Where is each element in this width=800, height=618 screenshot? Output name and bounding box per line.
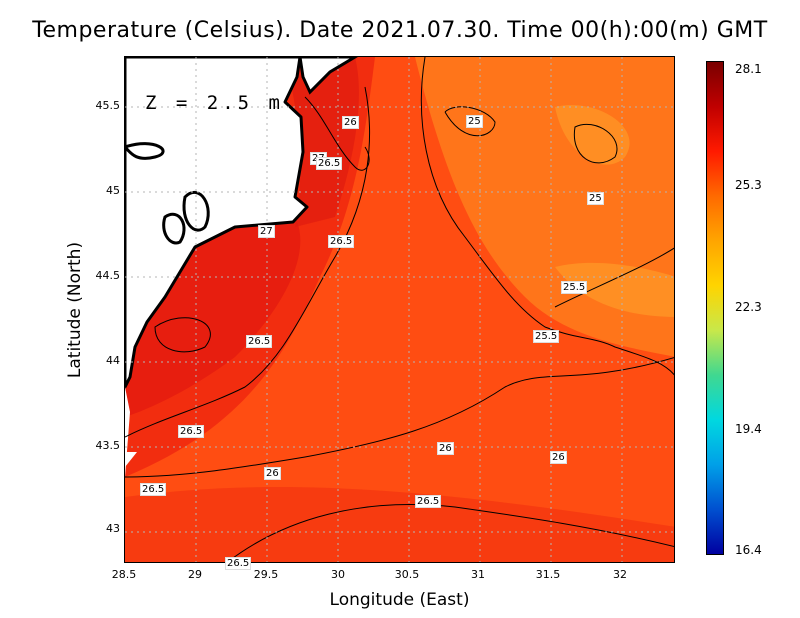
depth-label: Z = 2.5 m [145, 92, 284, 114]
contour-label: 25.5 [533, 330, 560, 343]
colorbar-tick-label: 22.3 [735, 300, 762, 314]
y-tick-label: 43 [106, 522, 120, 535]
contour-26-south [125, 357, 674, 478]
colorbar-tick-label: 28.1 [735, 62, 762, 76]
y-tick-label: 45.5 [95, 99, 121, 112]
y-tick-label: 44 [106, 354, 120, 367]
land-coast [125, 57, 309, 389]
contour-26-5-ring [154, 317, 211, 353]
colorbar-tick-label: 25.3 [735, 178, 762, 192]
land-northeast [298, 57, 358, 95]
x-tick-label: 28.5 [111, 568, 137, 581]
x-tick-label: 30 [331, 568, 345, 581]
x-axis-label: Longitude (East) [329, 590, 470, 610]
warm-northern-strip [285, 57, 359, 227]
y-tick-label: 44.5 [95, 269, 121, 282]
contour-25-5-west [420, 57, 674, 376]
temperature-map [124, 56, 675, 563]
contour-26-5-south [226, 504, 674, 562]
contour-label: 25.5 [561, 281, 588, 294]
x-tick-label: 29 [188, 568, 202, 581]
grid-lines [125, 57, 674, 562]
lake-outline-1 [125, 142, 165, 160]
y-tick-label: 43.5 [95, 439, 121, 452]
contour-label: 26 [437, 442, 454, 455]
contour-lines [125, 57, 674, 562]
contour-label: 26.5 [316, 157, 343, 170]
contour-label: 26 [342, 116, 359, 129]
x-tick-label: 31 [471, 568, 485, 581]
y-tick-label: 45 [106, 184, 120, 197]
lake-outline-3 [162, 213, 186, 245]
contour-label: 27 [258, 225, 275, 238]
contour-label: 26.5 [140, 483, 167, 496]
contour-label: 26 [550, 451, 567, 464]
cool-eddy-2 [555, 262, 674, 317]
colorbar-tick-label: 16.4 [735, 543, 762, 557]
land-tip [125, 452, 137, 467]
contour-label: 26.5 [246, 335, 273, 348]
warm-southern-band [125, 487, 674, 562]
map-title: Temperature (Celsius). Date 2021.07.30. … [32, 18, 768, 43]
temperature-colorbar [706, 61, 724, 555]
contour-label: 26.5 [178, 425, 205, 438]
contour-25-ring [573, 123, 618, 164]
contour-label: 26.5 [415, 495, 442, 508]
contour-label: 25 [466, 115, 483, 128]
contour-26-north [304, 96, 370, 171]
contour-label: 26.5 [328, 235, 355, 248]
y-axis-label: Latitude (North) [65, 241, 85, 379]
x-tick-label: 32 [613, 568, 627, 581]
contour-label: 25 [587, 192, 604, 205]
contour-label: 26 [264, 467, 281, 480]
contour-label: 26.5 [225, 557, 252, 570]
contour-25-eddy [444, 106, 496, 137]
map-svg [125, 57, 674, 562]
x-tick-label: 29.5 [253, 568, 279, 581]
cool-eddy-1 [555, 105, 630, 165]
x-tick-label: 31.5 [535, 568, 561, 581]
lake-outline-2 [182, 190, 210, 232]
x-tick-label: 30.5 [394, 568, 420, 581]
colorbar-tick-label: 19.4 [735, 422, 762, 436]
contour-26-5-inner [125, 86, 371, 438]
